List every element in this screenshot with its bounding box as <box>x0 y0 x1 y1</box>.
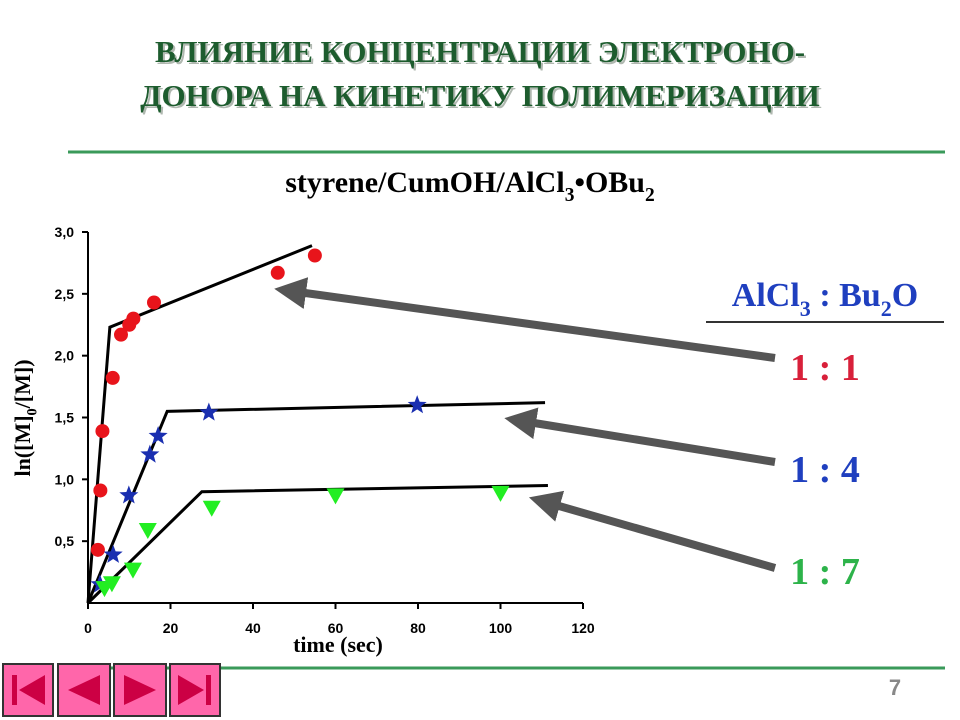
marker <box>105 370 120 385</box>
title-shadow: ДОНОРА НА КИНЕТИКУ ПОЛИМЕРИЗАЦИИ <box>142 80 822 115</box>
legend-title-part: 2 <box>881 296 892 321</box>
x-tick-label: 120 <box>571 620 595 636</box>
y-tick-label: 2,5 <box>55 286 75 302</box>
chart-title-part: 3 <box>565 185 575 206</box>
legend-title-part: : Bu <box>811 277 881 314</box>
marker <box>199 402 219 421</box>
marker <box>407 395 427 414</box>
x-tick-label: 100 <box>489 620 513 636</box>
chart-title-part: styrene/CumOH/AlCl <box>285 166 564 199</box>
marker <box>126 311 141 326</box>
slide-title: ДОНОРА НА КИНЕТИКУ ПОЛИМЕРИЗАЦИИ <box>140 78 820 113</box>
legend-title-part: 3 <box>800 296 811 321</box>
nav-first[interactable] <box>2 663 54 717</box>
legend-title-part: O <box>892 277 918 314</box>
marker <box>270 265 285 280</box>
x-tick-label: 20 <box>163 620 179 636</box>
y-axis-label: ln([M]0/[M]) <box>10 359 41 476</box>
nav-prev[interactable] <box>57 663 111 717</box>
x-tick-label: 60 <box>328 620 344 636</box>
marker <box>140 444 160 463</box>
y-axis-label-part: /[M]) <box>10 359 35 409</box>
x-tick-label: 80 <box>410 620 426 636</box>
chart-title-part: 2 <box>645 185 655 206</box>
fit-line <box>86 484 548 605</box>
legend-title-part: AlCl <box>732 277 800 314</box>
nav <box>2 663 221 717</box>
marker <box>102 576 121 593</box>
series-label: 1 : 7 <box>790 551 860 593</box>
marker <box>491 485 510 502</box>
y-tick-label: 1,5 <box>55 410 75 426</box>
legend-title: AlCl3 : Bu2O <box>732 277 918 321</box>
arrows <box>274 277 777 572</box>
marker <box>95 424 110 439</box>
chart-title: styrene/CumOH/AlCl3•OBu2 <box>285 166 654 206</box>
marker <box>123 562 142 579</box>
marker <box>148 426 168 445</box>
marker <box>307 248 322 263</box>
title-shadow: ВЛИЯНИЕ КОНЦЕНТРАЦИИ ЭЛЕКТРОНО- <box>157 36 807 71</box>
marker <box>114 327 128 342</box>
marker <box>147 295 161 310</box>
marker <box>326 488 345 505</box>
y-tick-label: 2,0 <box>55 348 75 364</box>
slide-title: ВЛИЯНИЕ КОНЦЕНТРАЦИИ ЭЛЕКТРОНО- <box>155 34 805 69</box>
series-label: 1 : 4 <box>790 449 860 491</box>
nav-next[interactable] <box>113 663 167 717</box>
marker <box>119 485 139 504</box>
marker <box>202 500 221 517</box>
marker <box>103 544 123 563</box>
x-tick-label: 0 <box>84 620 92 636</box>
y-tick-label: 1,0 <box>55 471 75 487</box>
chart-title-part: •OBu <box>574 166 645 199</box>
marker <box>138 523 157 540</box>
page-number: 7 <box>889 675 901 700</box>
nav-last[interactable] <box>169 663 221 717</box>
fit-line <box>86 244 313 604</box>
x-tick-label: 40 <box>245 620 261 636</box>
series-label: 1 : 1 <box>790 347 860 389</box>
marker <box>93 483 108 498</box>
y-tick-label: 0,5 <box>55 533 75 549</box>
y-axis-label-part: ln([M] <box>10 415 35 476</box>
x-axis-label: time (sec) <box>293 632 383 657</box>
y-tick-label: 3,0 <box>55 224 75 240</box>
y-axis-label-part: 0 <box>25 408 41 415</box>
marker <box>90 542 105 557</box>
